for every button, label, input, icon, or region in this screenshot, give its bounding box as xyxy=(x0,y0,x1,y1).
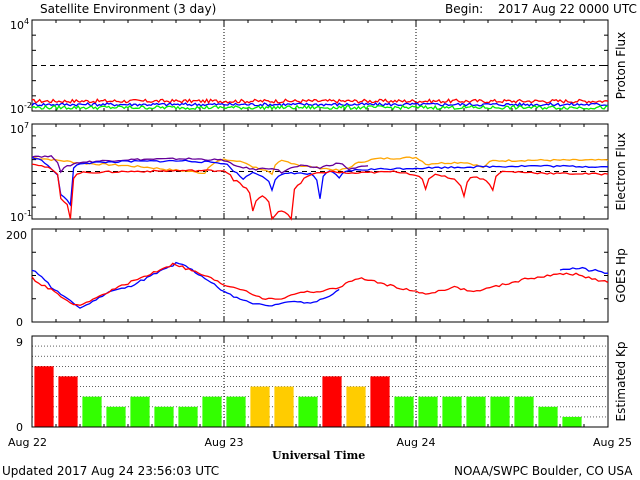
kp-bar xyxy=(58,376,78,427)
kp-bar xyxy=(442,396,462,427)
x-tick-label: Aug 22 xyxy=(8,436,47,449)
kp-bar xyxy=(34,366,54,427)
kp-bar xyxy=(202,396,222,427)
proton-y-tick-label: 10-2 xyxy=(10,101,32,116)
x-axis-title: Universal Time xyxy=(272,449,366,462)
proton-series-blue xyxy=(31,102,609,107)
kp-bar xyxy=(490,396,510,427)
kp-bar xyxy=(82,396,102,427)
kp-bar xyxy=(514,396,534,427)
updated-timestamp: Updated 2017 Aug 24 23:56:03 UTC xyxy=(2,464,220,478)
begin-value: 2017 Aug 22 0000 UTC xyxy=(498,2,637,16)
electron-series-blue xyxy=(31,156,609,207)
kp-bar xyxy=(346,386,366,427)
goes-hp-series-blue xyxy=(559,266,609,274)
kp-bar xyxy=(466,396,486,427)
goes-hp-y-tick-label: 200 xyxy=(6,229,27,242)
goes-hp-frame xyxy=(31,228,609,323)
proton-y-label: Proton Flux xyxy=(614,32,628,99)
electron-y-tick-label: 107 xyxy=(10,121,29,136)
electron-series-red xyxy=(31,163,609,221)
goes-hp-series-blue xyxy=(31,261,340,309)
electron-y-tick-label: 10-1 xyxy=(10,209,32,224)
x-tick-label: Aug 24 xyxy=(397,436,436,449)
kp-bar xyxy=(562,416,582,427)
kp-bar xyxy=(418,396,438,427)
kp-bar xyxy=(130,396,150,427)
goes-hp-y-label: GOES Hp xyxy=(614,248,628,302)
x-tick-label: Aug 25 xyxy=(593,436,632,449)
goes-hp-series-red xyxy=(31,262,609,306)
kp-bar xyxy=(226,396,246,427)
kp-bar xyxy=(538,406,558,427)
kp-y-tick-label: 9 xyxy=(16,336,23,349)
kp-bar xyxy=(178,406,198,427)
kp-bar xyxy=(370,376,390,427)
begin-label: Begin: xyxy=(445,2,484,16)
proton-y-tick-label: 104 xyxy=(10,17,29,32)
kp-bar xyxy=(106,406,126,427)
kp-bar xyxy=(394,396,414,427)
electron-y-label: Electron Flux xyxy=(614,133,628,211)
kp-bar xyxy=(154,406,174,427)
electron-series-purple xyxy=(31,155,369,174)
credit: NOAA/SWPC Boulder, CO USA xyxy=(454,464,633,478)
kp-y-tick-label: 0 xyxy=(16,421,23,434)
x-tick-label: Aug 23 xyxy=(205,436,244,449)
plot-title: Satellite Environment (3 day) xyxy=(40,2,217,16)
goes-hp-y-tick-label: 0 xyxy=(16,316,23,329)
kp-bar xyxy=(250,386,270,427)
proton-series-red xyxy=(31,97,609,105)
kp-bar xyxy=(274,386,294,427)
proton-series-green xyxy=(31,104,608,111)
kp-bar xyxy=(322,376,342,427)
kp-bar xyxy=(298,396,318,427)
kp-y-label: Estimated Kp xyxy=(614,342,628,422)
